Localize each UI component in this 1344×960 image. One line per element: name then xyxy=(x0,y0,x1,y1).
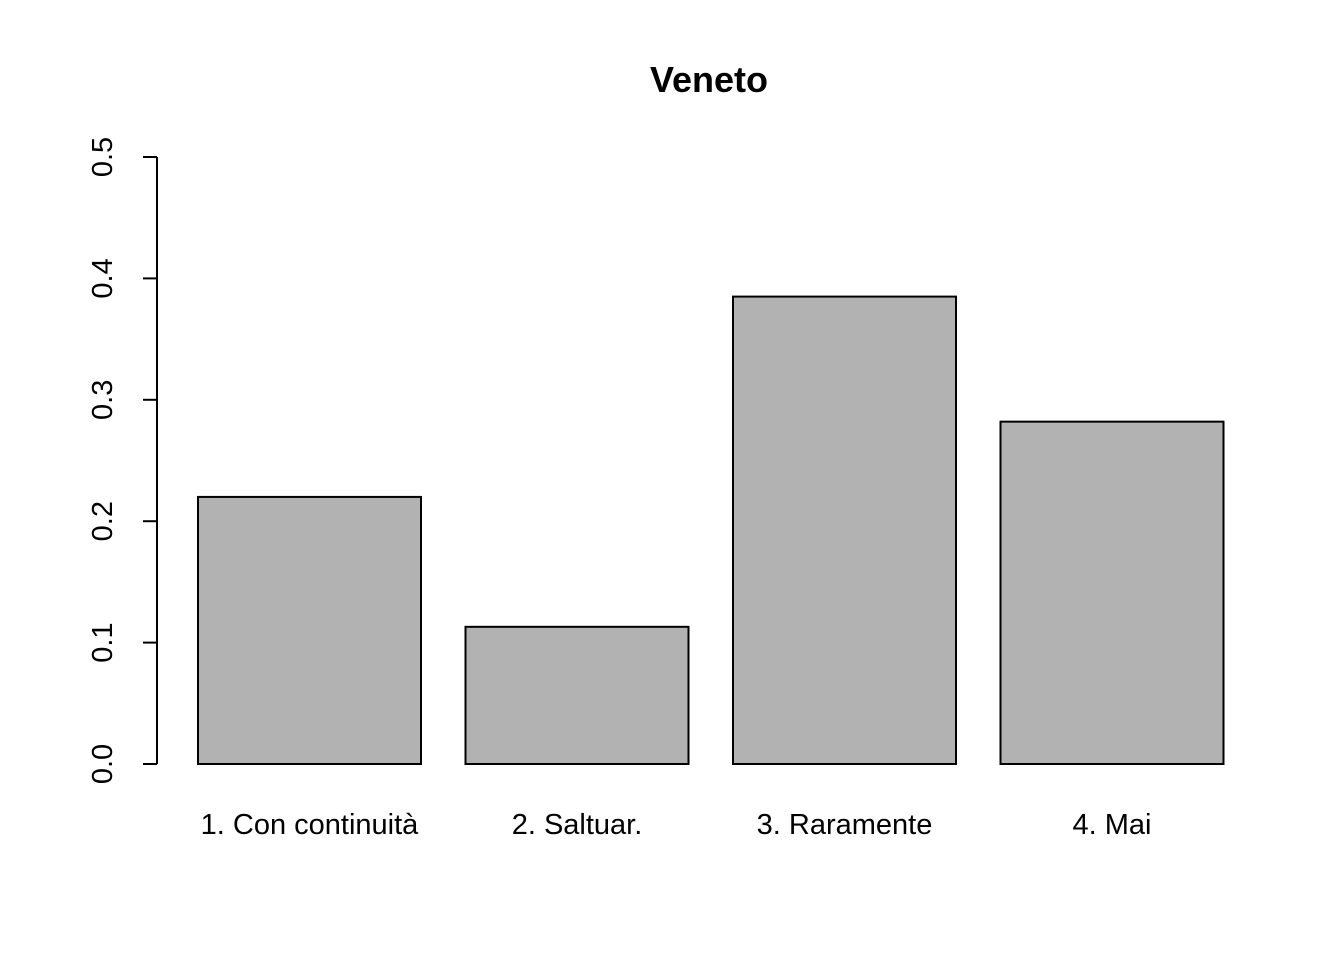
y-axis: 0.0 0.1 0.2 0.3 0.4 0.5 xyxy=(87,137,158,784)
bar xyxy=(197,495,422,765)
x-category-label: 1. Con continuità xyxy=(201,809,420,841)
y-tick-label: 0.1 xyxy=(87,622,119,662)
bar xyxy=(732,295,957,765)
x-category-label: 4. Mai xyxy=(1073,809,1152,841)
x-category-label: 2. Saltuar. xyxy=(512,809,643,841)
y-tick-label: 0.5 xyxy=(87,137,119,177)
x-axis-labels: 1. Con continuità 2. Saltuar. 3. Raramente… xyxy=(201,809,1152,841)
chart-title: Veneto xyxy=(650,59,768,100)
y-tick-label: 0.0 xyxy=(87,744,119,784)
y-tick-label: 0.2 xyxy=(87,501,119,541)
bar xyxy=(464,625,690,765)
bars xyxy=(197,295,1225,765)
y-tick-label: 0.4 xyxy=(87,258,119,298)
bar xyxy=(999,420,1225,765)
x-category-label: 3. Raramente xyxy=(757,809,933,841)
y-tick-label: 0.3 xyxy=(87,380,119,420)
